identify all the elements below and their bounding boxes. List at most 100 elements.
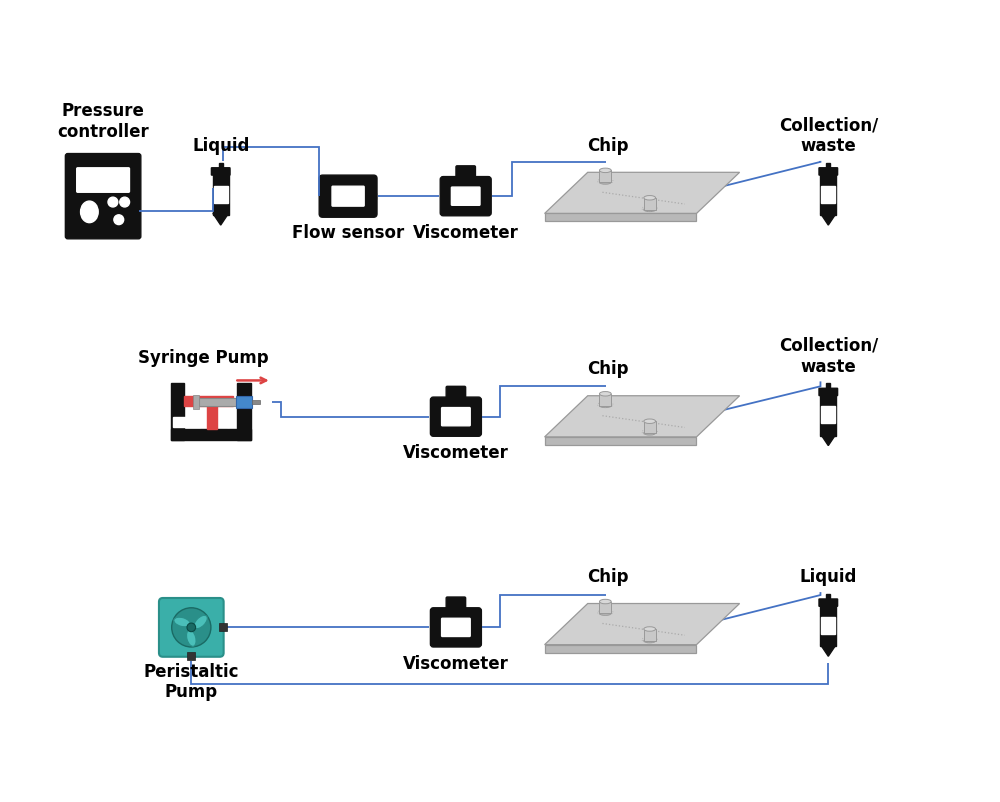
Bar [320, 193, 325, 199]
Bar [476, 414, 480, 419]
Bar [171, 429, 251, 440]
Polygon shape [545, 213, 696, 221]
FancyBboxPatch shape [442, 407, 470, 426]
FancyBboxPatch shape [442, 618, 470, 637]
Bar [476, 625, 480, 630]
Bar [213, 169, 229, 215]
Text: Liquid: Liquid [800, 569, 857, 586]
Bar [486, 193, 490, 199]
Bar [214, 185, 228, 203]
FancyBboxPatch shape [211, 168, 230, 175]
Bar [199, 398, 236, 407]
Bar [826, 594, 830, 599]
Bar [187, 652, 195, 660]
Bar [431, 625, 435, 630]
Ellipse shape [644, 638, 656, 643]
Bar [821, 617, 835, 634]
Circle shape [172, 608, 211, 647]
Ellipse shape [114, 215, 124, 225]
Bar [184, 396, 233, 406]
Polygon shape [545, 172, 740, 213]
Bar [644, 421, 656, 433]
Bar [219, 163, 223, 168]
Ellipse shape [644, 196, 656, 200]
Ellipse shape [599, 403, 611, 407]
FancyBboxPatch shape [77, 168, 129, 192]
FancyBboxPatch shape [446, 387, 466, 403]
Ellipse shape [223, 415, 234, 427]
Polygon shape [545, 395, 740, 437]
Ellipse shape [194, 615, 207, 629]
Bar [207, 398, 217, 429]
Polygon shape [213, 213, 229, 225]
Bar [236, 396, 252, 408]
Ellipse shape [187, 630, 196, 646]
Bar [826, 163, 830, 168]
Ellipse shape [644, 431, 656, 435]
Polygon shape [545, 604, 740, 645]
Bar [820, 169, 836, 215]
Bar [821, 406, 835, 423]
Ellipse shape [81, 201, 98, 223]
Ellipse shape [599, 391, 611, 396]
FancyBboxPatch shape [451, 187, 480, 205]
Bar [173, 417, 200, 427]
Ellipse shape [644, 419, 656, 423]
Ellipse shape [174, 618, 190, 627]
Text: Chip: Chip [587, 137, 629, 155]
Ellipse shape [644, 208, 656, 212]
Bar [431, 414, 435, 419]
Bar [821, 185, 835, 203]
Text: Pressure
controller: Pressure controller [57, 103, 149, 141]
Bar [644, 629, 656, 641]
Bar [826, 383, 830, 389]
Text: Collection/
waste: Collection/ waste [779, 116, 878, 155]
Bar [599, 394, 611, 406]
Bar [820, 601, 836, 646]
Bar [599, 170, 611, 182]
Ellipse shape [120, 197, 130, 207]
Text: Viscometer: Viscometer [403, 654, 509, 673]
FancyBboxPatch shape [819, 388, 838, 395]
FancyBboxPatch shape [456, 166, 475, 182]
Text: Viscometer: Viscometer [403, 444, 509, 462]
Ellipse shape [599, 611, 611, 615]
Bar [252, 400, 260, 403]
Bar [171, 383, 184, 440]
Ellipse shape [108, 197, 118, 207]
Text: Collection/
waste: Collection/ waste [779, 337, 878, 375]
Polygon shape [545, 437, 696, 445]
Text: Chip: Chip [587, 360, 629, 379]
Bar [237, 383, 251, 440]
Text: Peristaltic
Pump: Peristaltic Pump [144, 662, 239, 702]
FancyBboxPatch shape [819, 168, 838, 175]
FancyBboxPatch shape [332, 186, 364, 206]
Polygon shape [820, 213, 836, 225]
Bar [193, 395, 199, 409]
Bar [644, 198, 656, 209]
Text: Chip: Chip [587, 569, 629, 586]
Text: Viscometer: Viscometer [413, 224, 519, 241]
Bar [219, 623, 227, 631]
Ellipse shape [599, 599, 611, 604]
Ellipse shape [599, 168, 611, 172]
Ellipse shape [644, 626, 656, 631]
Bar [441, 193, 445, 199]
Polygon shape [820, 645, 836, 656]
FancyBboxPatch shape [430, 397, 481, 436]
Polygon shape [820, 434, 836, 446]
Bar [599, 602, 611, 614]
Bar [820, 390, 836, 435]
FancyBboxPatch shape [65, 153, 141, 239]
FancyBboxPatch shape [440, 176, 491, 216]
Circle shape [187, 623, 196, 632]
FancyBboxPatch shape [159, 598, 224, 657]
FancyBboxPatch shape [319, 175, 377, 217]
FancyBboxPatch shape [446, 597, 466, 614]
Text: Syringe Pump: Syringe Pump [138, 349, 268, 367]
FancyBboxPatch shape [430, 608, 481, 647]
Polygon shape [545, 645, 696, 653]
Text: Flow sensor: Flow sensor [292, 224, 404, 241]
FancyBboxPatch shape [819, 599, 838, 606]
Ellipse shape [599, 180, 611, 184]
